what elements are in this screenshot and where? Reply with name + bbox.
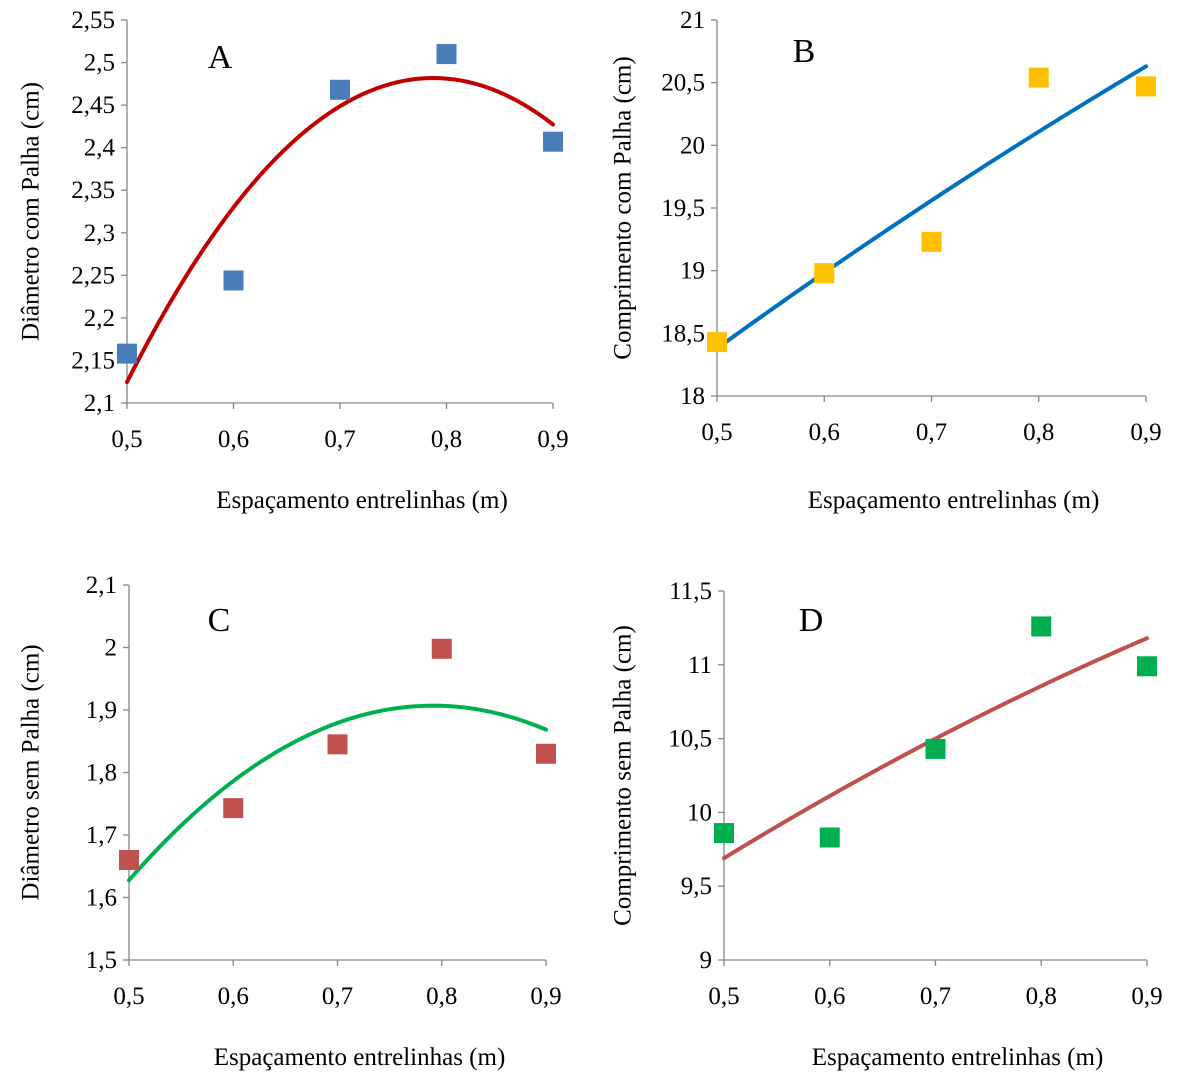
y-tick-label: 2,35 bbox=[71, 177, 115, 204]
x-axis-title: Espaçamento entrelinhas (m) bbox=[808, 487, 1100, 514]
data-point bbox=[925, 738, 946, 759]
data-point bbox=[119, 850, 139, 870]
x-tick-label: 0,9 bbox=[1131, 983, 1162, 1010]
data-point bbox=[436, 44, 457, 65]
data-point bbox=[1031, 616, 1052, 637]
data-point bbox=[714, 823, 734, 844]
panel-label: B bbox=[793, 33, 816, 70]
y-tick-label: 11 bbox=[688, 652, 712, 679]
trendline bbox=[125, 76, 555, 385]
y-tick-label: 2 bbox=[105, 635, 118, 662]
data-point bbox=[117, 343, 137, 364]
y-tick-label: 21 bbox=[680, 7, 705, 34]
y-tick-label: 10 bbox=[687, 799, 712, 826]
x-tick-label: 0,8 bbox=[426, 983, 457, 1010]
y-tick-label: 1,9 bbox=[86, 697, 117, 724]
x-tick-label: 0,9 bbox=[530, 983, 561, 1010]
y-tick-label: 2,25 bbox=[71, 262, 115, 289]
chart-panel-c: 1,5 1,6 1,7 1,8 1,9 2 2,1 0,5 0,6 0,7 0,8 0,9 Espaça… bbox=[18, 572, 562, 1071]
data-point bbox=[819, 827, 840, 848]
y-axis-title: Diâmetro com Palha (cm) bbox=[18, 82, 45, 341]
data-point bbox=[921, 231, 942, 252]
x-tick-label: 0,6 bbox=[218, 983, 249, 1010]
y-tick-label: 2,4 bbox=[84, 135, 116, 162]
chart-panel-d: 9 9,5 10 10,5 11 11,5 0,5 0,6 0,7 0,8 0,9 Espaçamen… bbox=[610, 578, 1163, 1071]
trendline bbox=[722, 636, 1149, 861]
x-tick-label: 0,6 bbox=[814, 983, 845, 1010]
x-tick-label: 0,5 bbox=[701, 419, 732, 446]
panel-label: C bbox=[208, 602, 231, 639]
y-tick-label: 2,45 bbox=[71, 92, 115, 119]
y-axis-title: Diâmetro sem Palha (cm) bbox=[18, 644, 45, 900]
x-tick-label: 0,5 bbox=[708, 983, 739, 1010]
x-tick-label: 0,8 bbox=[1023, 419, 1054, 446]
x-tick-label: 0,8 bbox=[431, 426, 462, 453]
y-axis-title: Comprimento sem Palha (cm) bbox=[610, 625, 637, 926]
x-axis-title: Espaçamento entrelinhas (m) bbox=[216, 487, 508, 514]
y-tick-label: 19,5 bbox=[661, 195, 705, 222]
data-point bbox=[814, 263, 835, 284]
y-tick-label: 1,8 bbox=[86, 760, 117, 787]
y-tick-label: 18,5 bbox=[661, 320, 705, 347]
x-tick-label: 0,9 bbox=[537, 426, 568, 453]
data-point bbox=[543, 131, 563, 152]
x-tick-label: 0,5 bbox=[113, 983, 144, 1010]
panel-label: A bbox=[208, 39, 233, 76]
chart-panel-a: 2,1 2,15 2,2 2,25 2,3 2,35 2,4 2,45 2,5 2,55 0,5 0,… bbox=[18, 7, 569, 514]
y-axis-title: Comprimento com Palha (cm) bbox=[610, 56, 637, 359]
data-point bbox=[707, 332, 727, 353]
x-tick-label: 0,7 bbox=[920, 983, 951, 1010]
y-tick-label: 9,5 bbox=[681, 873, 712, 900]
trendline bbox=[715, 64, 1148, 351]
y-tick-label: 2,2 bbox=[84, 305, 115, 332]
y-tick-label: 1,7 bbox=[86, 822, 117, 849]
y-tick-label: 18 bbox=[680, 383, 705, 410]
y-tick-label: 11,5 bbox=[669, 578, 712, 605]
data-point bbox=[223, 270, 244, 291]
data-point bbox=[431, 638, 452, 659]
data-point bbox=[1028, 67, 1049, 88]
panel-label: D bbox=[799, 602, 824, 639]
y-tick-label: 20 bbox=[680, 132, 705, 159]
x-axis-title: Espaçamento entrelinhas (m) bbox=[812, 1044, 1104, 1071]
y-tick-label: 2,1 bbox=[86, 572, 117, 599]
y-tick-label: 10,5 bbox=[668, 726, 712, 753]
x-tick-label: 0,6 bbox=[809, 419, 840, 446]
trendline bbox=[127, 703, 548, 883]
x-tick-label: 0,8 bbox=[1026, 983, 1057, 1010]
data-point bbox=[327, 734, 348, 755]
x-axis-title: Espaçamento entrelinhas (m) bbox=[214, 1044, 506, 1071]
y-tick-label: 19 bbox=[680, 258, 705, 285]
y-tick-label: 2,15 bbox=[71, 347, 115, 374]
x-tick-label: 0,9 bbox=[1130, 419, 1161, 446]
y-tick-label: 2,5 bbox=[84, 50, 115, 77]
y-tick-label: 1,6 bbox=[86, 885, 117, 912]
data-point bbox=[223, 798, 244, 819]
y-tick-label: 2,3 bbox=[84, 220, 115, 247]
x-tick-label: 0,7 bbox=[322, 983, 353, 1010]
data-point bbox=[536, 743, 556, 764]
x-tick-label: 0,5 bbox=[111, 426, 142, 453]
y-tick-label: 20,5 bbox=[661, 70, 705, 97]
x-tick-label: 0,7 bbox=[324, 426, 355, 453]
chart-panel-b: 18 18,5 19 19,5 20 20,5 21 0,5 0,6 0,7 0,8 0,9 Espaç… bbox=[610, 7, 1162, 514]
data-point bbox=[330, 79, 350, 100]
y-tick-label: 1,5 bbox=[86, 947, 117, 974]
data-point bbox=[1136, 76, 1156, 97]
y-tick-label: 9 bbox=[700, 947, 713, 974]
x-tick-label: 0,7 bbox=[916, 419, 947, 446]
y-tick-label: 2,1 bbox=[84, 390, 115, 417]
x-tick-label: 0,6 bbox=[218, 426, 249, 453]
data-point bbox=[1137, 656, 1157, 677]
y-tick-label: 2,55 bbox=[71, 7, 115, 34]
